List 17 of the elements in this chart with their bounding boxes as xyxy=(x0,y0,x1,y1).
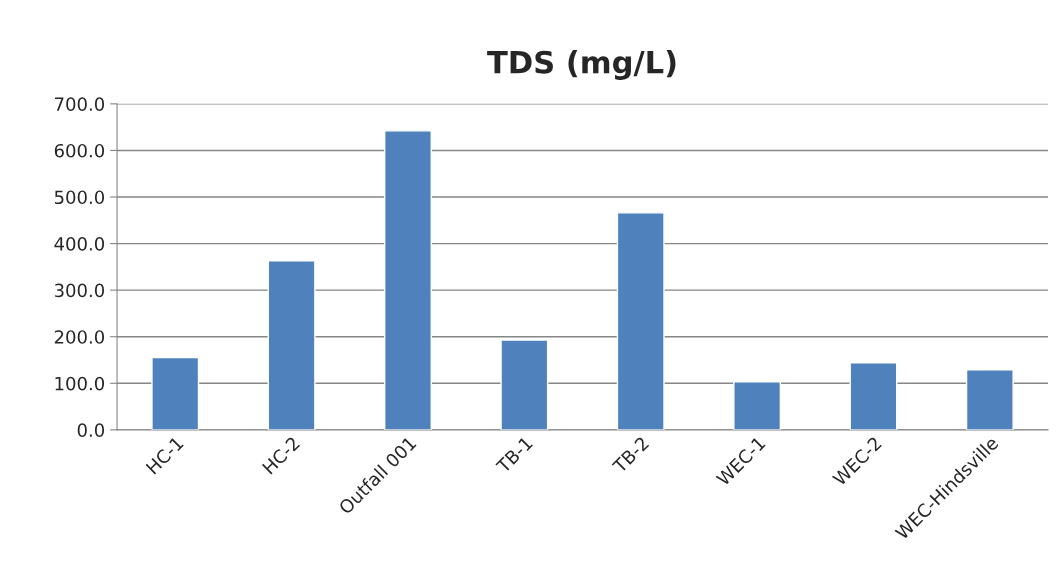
y-tick-label: 400.0 xyxy=(54,237,105,251)
y-tick-label: 100.0 xyxy=(55,376,105,391)
y-tick-label: 200.0 xyxy=(54,330,105,344)
bar xyxy=(151,356,200,430)
bar xyxy=(965,369,1014,430)
bar xyxy=(267,260,316,430)
chart-title: TDS (mg/L) xyxy=(487,50,676,80)
y-tick-label: 700.0 xyxy=(55,97,105,111)
bar xyxy=(849,362,898,430)
y-tick-label: 0.0 xyxy=(77,423,105,437)
bar xyxy=(384,130,432,430)
bar xyxy=(733,381,782,430)
y-tick-label: 500.0 xyxy=(54,190,105,205)
y-tick-label: 600.0 xyxy=(54,143,105,158)
bar xyxy=(616,212,665,430)
y-tick-label: 300.0 xyxy=(54,283,105,298)
bar xyxy=(500,339,549,430)
